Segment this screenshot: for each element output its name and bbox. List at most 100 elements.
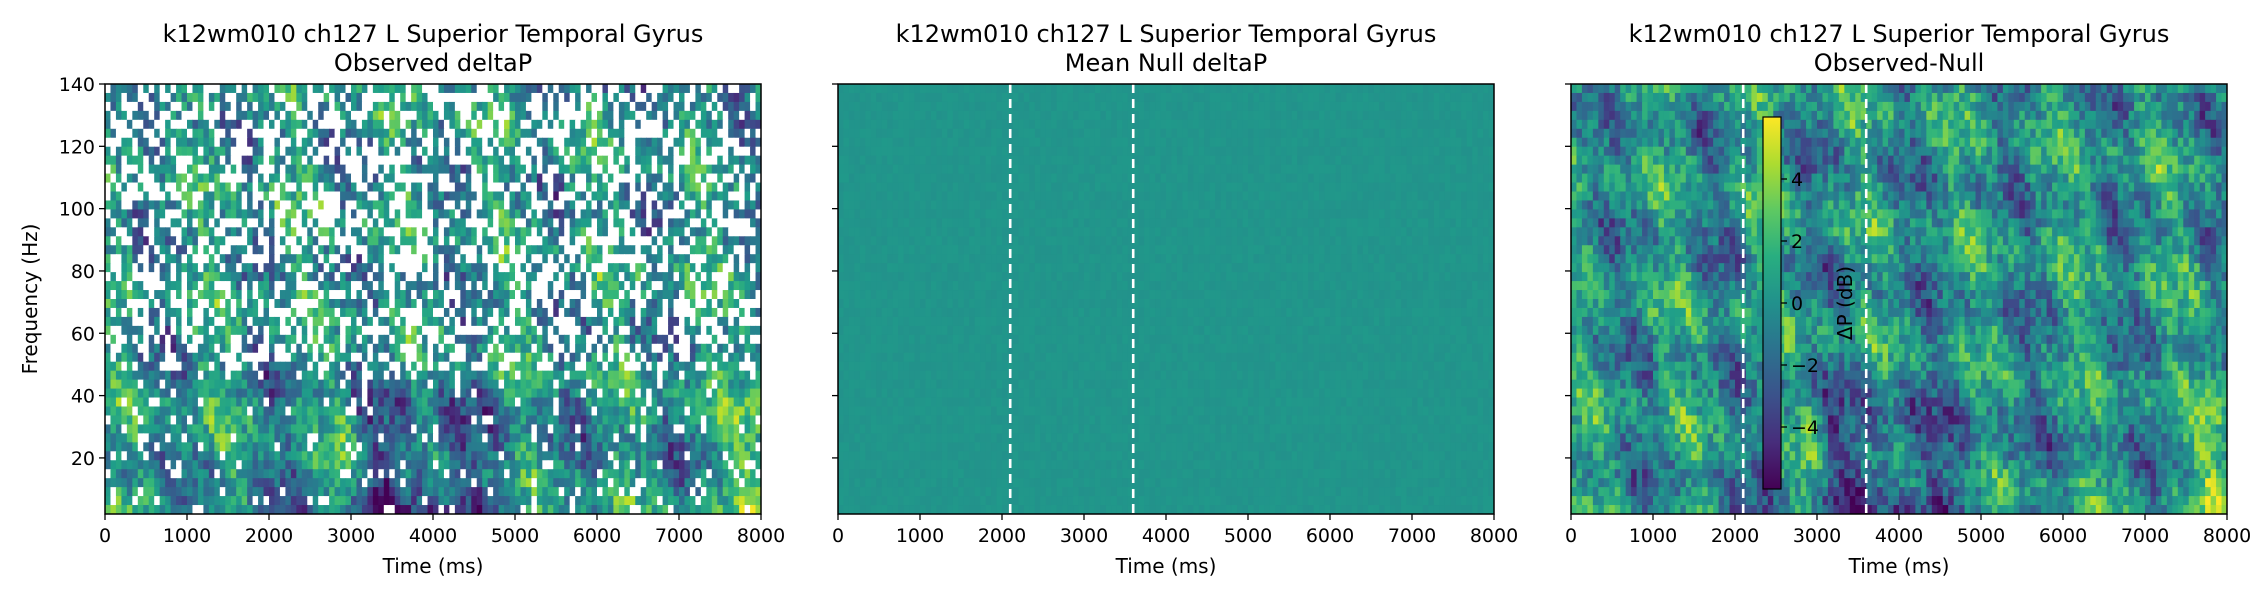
heatmap-cell <box>345 263 352 273</box>
heatmap-cell <box>465 245 472 255</box>
heatmap-cell <box>181 272 188 282</box>
heatmap-cell <box>635 128 642 139</box>
heatmap-cell <box>411 209 418 219</box>
heatmap-cell <box>717 254 724 264</box>
heatmap-cell <box>148 110 155 121</box>
heatmap-cell <box>460 128 467 139</box>
heatmap-cell <box>274 263 281 273</box>
heatmap-cell <box>176 388 183 399</box>
heatmap-cell <box>624 343 631 354</box>
heatmap-cell <box>176 110 183 121</box>
heatmap-cell <box>558 388 565 399</box>
heatmap-cell <box>624 227 631 237</box>
heatmap-cell <box>651 379 658 390</box>
heatmap-cell <box>580 128 587 139</box>
heatmap-cell <box>668 442 675 452</box>
heatmap-cell <box>646 146 653 157</box>
heatmap-cell <box>575 173 582 184</box>
heatmap-cell <box>443 200 450 211</box>
heatmap-cell <box>192 415 199 426</box>
heatmap-cell <box>717 334 724 345</box>
heatmap-cell <box>126 343 133 354</box>
heatmap-cell <box>422 272 429 282</box>
heatmap-cell <box>700 325 707 336</box>
heatmap-cell <box>230 307 237 318</box>
heatmap-cell <box>668 397 675 408</box>
heatmap-cell <box>159 406 166 417</box>
heatmap-cell <box>739 200 746 211</box>
heatmap-cell <box>668 119 675 130</box>
heatmap-cell <box>602 191 609 202</box>
heatmap-cell <box>356 334 363 345</box>
heatmap-cell <box>225 451 232 461</box>
heatmap-cell <box>673 209 680 219</box>
heatmap-cell <box>750 155 757 166</box>
heatmap-cell <box>279 128 286 139</box>
heatmap-cell <box>509 361 516 372</box>
heatmap-cell <box>274 325 281 336</box>
heatmap-cell <box>143 388 150 399</box>
heatmap-cell <box>482 164 489 175</box>
heatmap-cell <box>733 307 740 318</box>
heatmap-cell <box>443 92 450 103</box>
heatmap-cell <box>345 406 352 417</box>
heatmap-cell <box>460 137 467 148</box>
heatmap-cell <box>181 227 188 237</box>
heatmap-cell <box>443 442 450 452</box>
heatmap-cell <box>476 209 483 219</box>
heatmap-cell <box>482 236 489 246</box>
heatmap-cell <box>733 191 740 202</box>
heatmap-cell <box>547 307 554 318</box>
heatmap-cell <box>700 110 707 121</box>
heatmap-cell <box>230 218 237 228</box>
heatmap-cell <box>443 254 450 264</box>
heatmap-cell <box>668 263 675 273</box>
heatmap-cell <box>569 406 576 417</box>
heatmap-cell <box>236 218 243 228</box>
heatmap-cell <box>646 316 653 327</box>
heatmap-cell <box>717 209 724 219</box>
heatmap-cell <box>487 191 494 202</box>
heatmap-cell <box>137 272 144 282</box>
heatmap-cell <box>525 397 532 408</box>
heatmap-cell <box>454 334 461 345</box>
heatmap-cell <box>416 110 423 121</box>
heatmap-cell <box>739 299 746 309</box>
heatmap-cell <box>717 442 724 452</box>
heatmap-cell <box>684 110 691 121</box>
heatmap-cell <box>640 236 647 246</box>
heatmap-cell <box>312 388 319 399</box>
heatmap-cell <box>591 334 598 345</box>
heatmap-cell <box>465 92 472 103</box>
heatmap-cell <box>422 254 429 264</box>
heatmap-cell <box>203 299 210 309</box>
heatmap-cell <box>334 361 341 372</box>
heatmap-cell <box>640 128 647 139</box>
heatmap-cell <box>739 92 746 103</box>
heatmap-cell <box>170 146 177 157</box>
heatmap-cell <box>547 299 554 309</box>
heatmap-cell <box>689 84 696 94</box>
heatmap-cell <box>695 334 702 345</box>
heatmap-cell <box>126 227 133 237</box>
heatmap-cell <box>449 146 456 157</box>
heatmap-cell <box>717 299 724 309</box>
heatmap-cell <box>684 388 691 399</box>
heatmap-cell <box>279 227 286 237</box>
heatmap-cell <box>618 433 625 443</box>
heatmap-cell <box>597 316 604 327</box>
heatmap-cell <box>733 245 740 255</box>
heatmap-cell <box>252 406 259 417</box>
heatmap-cell <box>657 200 664 211</box>
heatmap-cell <box>591 209 598 219</box>
heatmap-cell <box>520 281 527 291</box>
heatmap-cell <box>279 272 286 282</box>
heatmap-cell <box>154 406 161 417</box>
heatmap-cell <box>427 415 434 426</box>
heatmap-cell <box>515 209 522 219</box>
heatmap-cell <box>525 307 532 318</box>
heatmap-cell <box>673 442 680 452</box>
heatmap-cell <box>706 397 713 408</box>
heatmap-cell <box>689 272 696 282</box>
heatmap-cell <box>433 137 440 148</box>
